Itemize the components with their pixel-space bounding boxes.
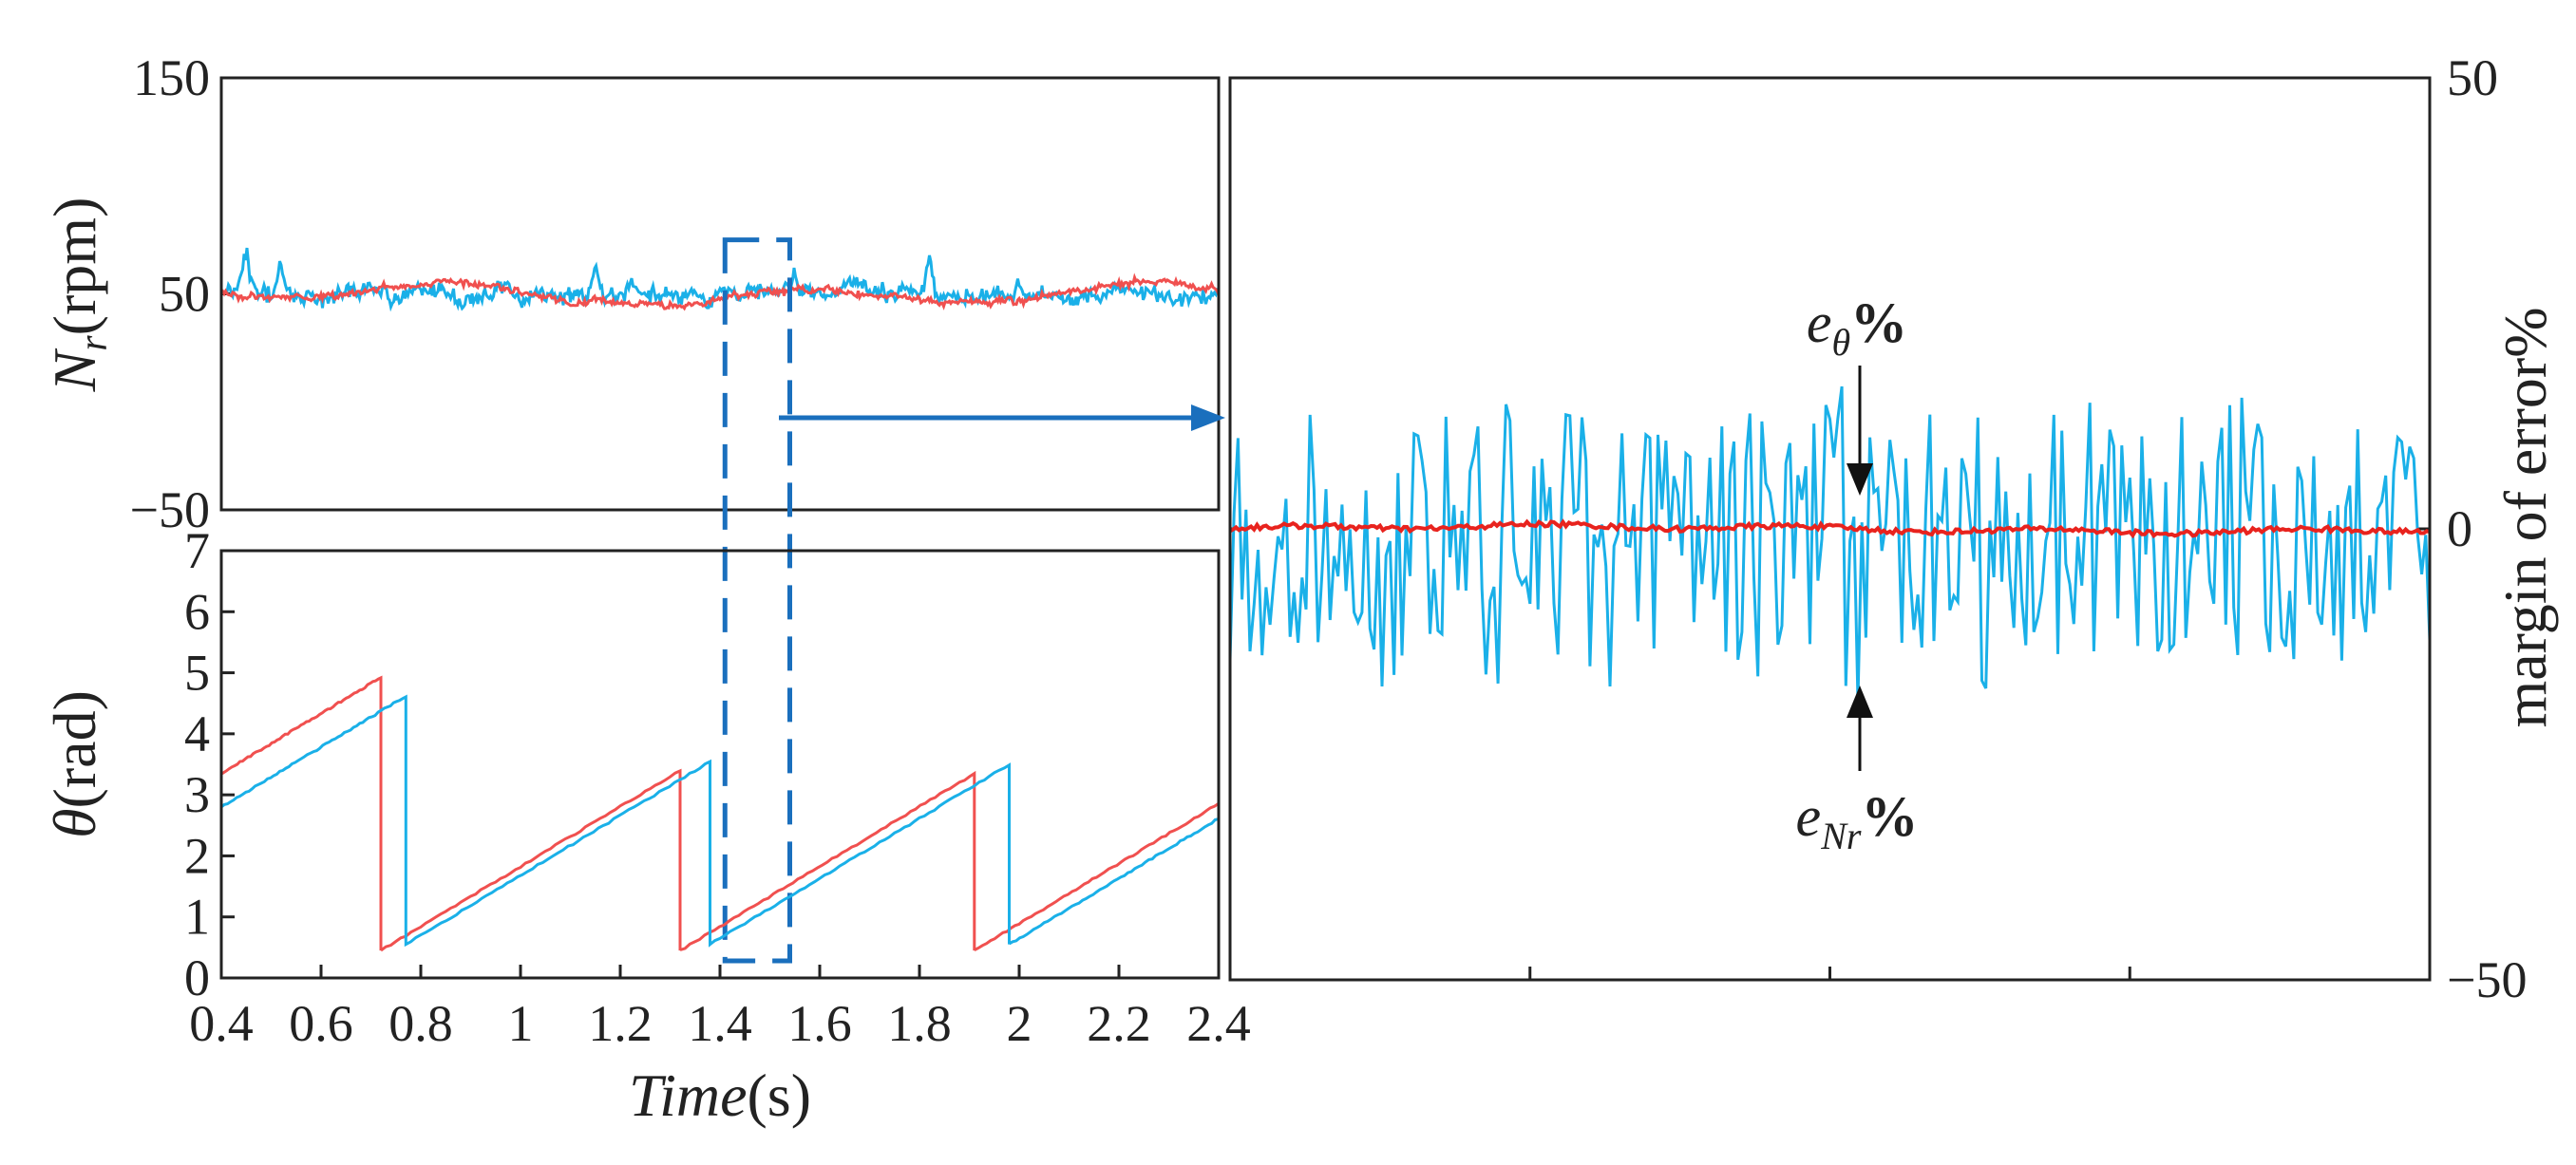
error-series-nr [1228,385,2432,702]
speed-axes-frame [219,76,1221,512]
angle-x-tick-label: 1.6 [787,995,852,1052]
zoom-connector-arrow [779,404,1225,431]
angle-series-estimated [220,675,1220,952]
angle-x-tick-label: 2.2 [1087,995,1151,1052]
speed-panel: 150 50 −50 Nr(rpm) [41,49,1221,964]
error-y-tick-label: 50 [2447,49,2498,106]
speed-series [220,247,1221,312]
angle-y-label: θ(rad) [41,690,108,838]
error-ticks: 50 0 −50 [1230,49,2527,1008]
error-y-tick-label: −50 [2447,951,2527,1008]
error-y-tick-label: 0 [2447,500,2472,557]
angle-axes-frame [219,549,1221,980]
angle-y-tick-label: 2 [184,827,210,884]
angle-y-tick-label: 0 [184,949,210,1006]
angle-x-tick-label: 1.8 [887,995,952,1052]
angle-x-tick-label: 1.2 [588,995,653,1052]
angle-x-tick-label: 2.4 [1186,995,1251,1052]
speed-y-ticks: 150 50 −50 [130,49,235,538]
annotation-e-theta: eθ% [1807,291,1907,496]
angle-x-tick-label: 0.8 [388,995,453,1052]
speed-y-tick-label: −50 [130,481,210,538]
angle-x-label: Time(s) [629,1062,811,1129]
angle-y-tick-label: 7 [184,522,210,579]
angle-y-tick-label: 5 [184,645,210,702]
speed-y-tick-label: 150 [133,49,210,106]
error-series [1228,385,2432,702]
angle-x-tick-label: 0.4 [189,995,254,1052]
angle-x-tick-label: 1.4 [688,995,752,1052]
angle-y-tick-label: 4 [184,705,210,762]
zoom-highlight-box [722,237,792,964]
error-axes-frame [1228,76,2432,982]
angle-y-tick-label: 1 [184,889,210,946]
angle-series-measured [220,694,1220,948]
speed-y-label: Nr(rpm) [41,197,116,393]
angle-x-tick-label: 2 [1007,995,1032,1052]
angle-x-tick-label: 0.6 [289,995,353,1052]
annotation-e-nr: eNr% [1796,686,1919,857]
speed-y-tick-label: 50 [159,266,210,323]
speed-series-measured [220,247,1221,312]
angle-y-tick-label: 6 [184,583,210,640]
svg-text:eθ%: eθ% [1807,291,1907,364]
error-y-label: margin of error% [2491,307,2559,727]
error-series-theta [1229,518,2431,539]
angle-series [220,675,1220,952]
angle-x-tick-label: 1 [508,995,534,1052]
svg-text:eNr%: eNr% [1796,785,1919,857]
speed-series-estimated [220,272,1221,311]
error-panel: 50 0 −50 margin of error% eθ% eNr% [1228,49,2559,1008]
angle-y-tick-label: 3 [184,766,210,823]
